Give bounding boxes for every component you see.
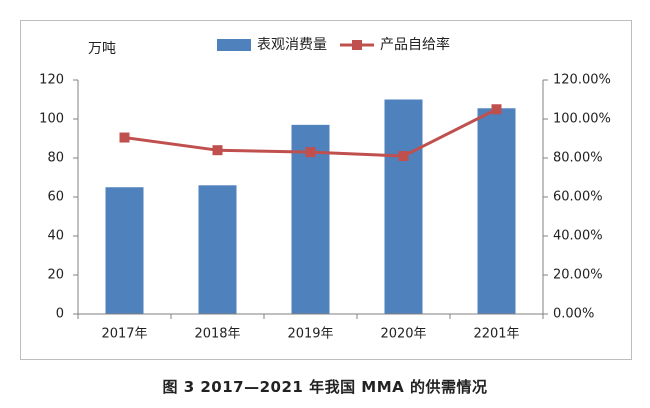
y2-tick-label: 100.00% (553, 112, 611, 127)
y2-tick-label: 60.00% (553, 190, 603, 205)
chart: 0 20 40 60 80 100 120 0.00% 20.00% 40.00% 60.00% 80… (39, 36, 611, 342)
bar (384, 99, 423, 314)
x-tick-label: 2019年 (287, 327, 333, 342)
y2-tick-label: 120.00% (553, 73, 611, 88)
x-tick-label: 2017年 (101, 327, 147, 342)
legend-label-line: 产品自给率 (380, 36, 450, 53)
legend-swatch-marker (352, 40, 362, 50)
y-tick-label: 0 (56, 307, 64, 322)
y-tick-label: 60 (47, 190, 64, 205)
x-tick-label: 2020年 (380, 327, 426, 342)
y-axis-unit-label: 万吨 (88, 41, 116, 57)
line-point (305, 147, 316, 158)
y2-tick-label: 80.00% (553, 151, 603, 166)
figure-caption: 图 3 2017—2021 年我国 MMA 的供需情况 (162, 378, 488, 396)
y2-tick-label: 40.00% (553, 229, 603, 244)
line-point (119, 132, 130, 143)
chart-frame: 0 20 40 60 80 100 120 0.00% 20.00% 40.00% 60.00% 80… (20, 20, 632, 360)
y-tick-label: 100 (39, 112, 64, 127)
y-tick-label: 120 (39, 73, 64, 88)
legend-swatch-bar (217, 39, 251, 51)
line-point (212, 145, 223, 156)
y2-tick-label: 0.00% (553, 307, 594, 322)
bar (477, 108, 516, 315)
x-tick-label: 2201年 (473, 327, 519, 342)
bar (105, 187, 144, 314)
x-tick-label: 2018年 (194, 327, 240, 342)
bar (198, 185, 237, 314)
y2-tick-label: 20.00% (553, 268, 603, 283)
line-point (398, 151, 409, 162)
y-tick-label: 80 (47, 151, 64, 166)
legend-label-bar: 表观消费量 (257, 37, 327, 53)
y-tick-label: 20 (47, 268, 64, 283)
line-point (491, 104, 502, 115)
y-tick-label: 40 (47, 229, 64, 244)
